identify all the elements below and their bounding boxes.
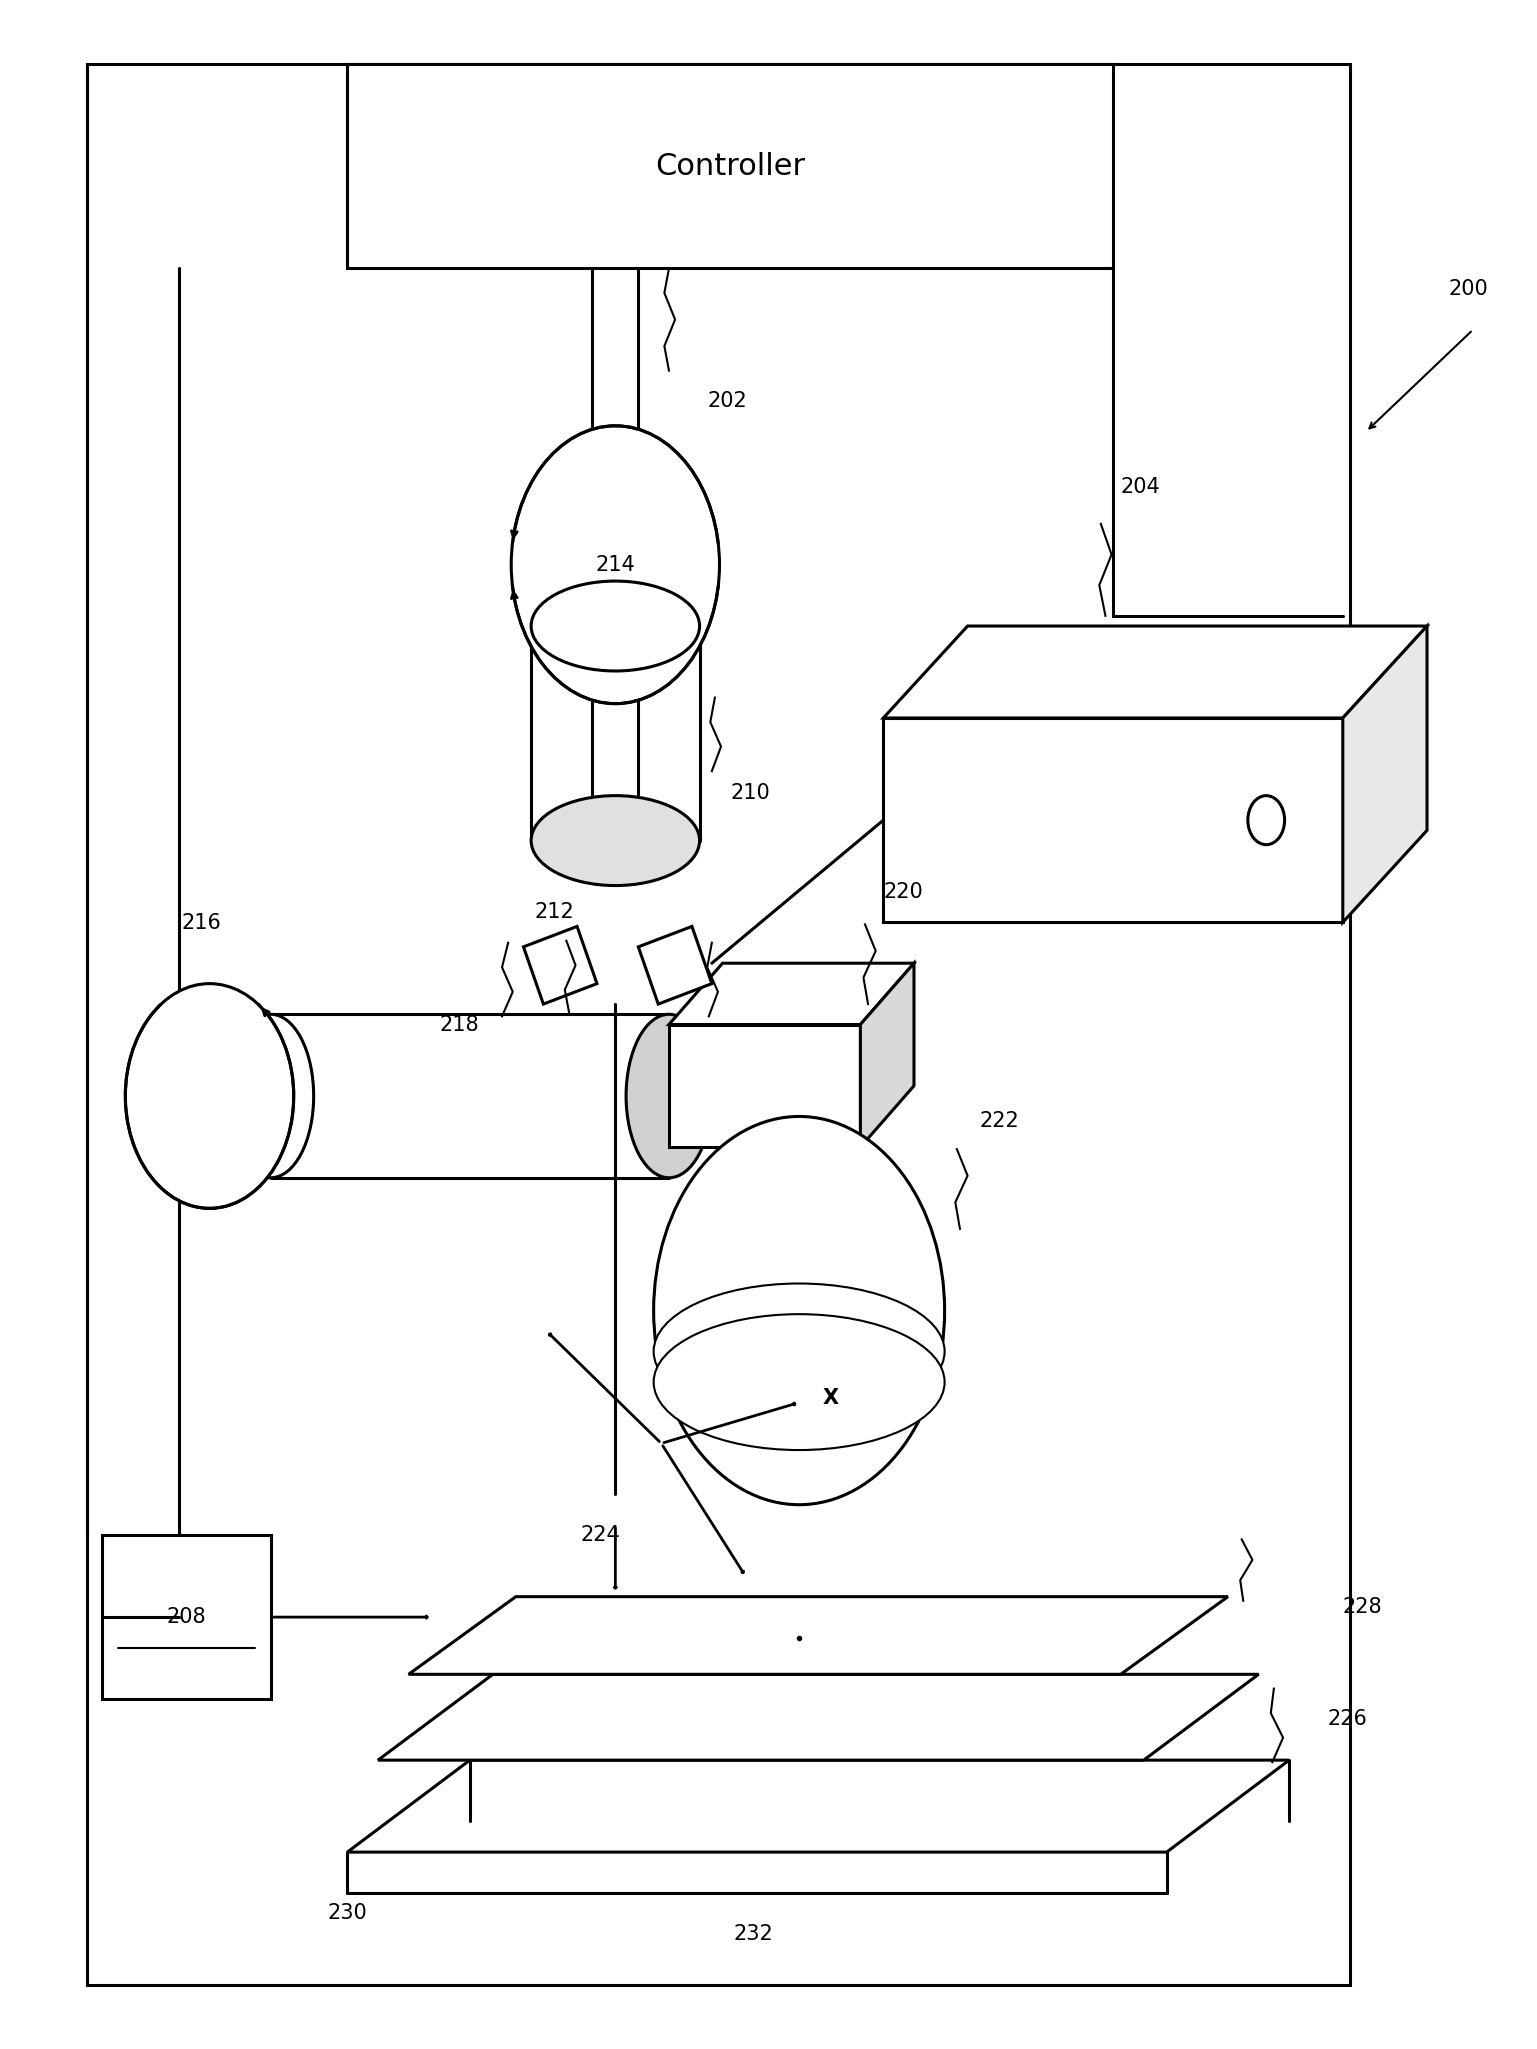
Bar — [103, 1535, 271, 1699]
Text: 204: 204 — [1120, 477, 1160, 498]
Text: 220: 220 — [884, 881, 924, 902]
Text: 216: 216 — [181, 912, 221, 932]
Polygon shape — [861, 963, 915, 1147]
Text: X: X — [822, 1389, 838, 1408]
Text: 228: 228 — [1343, 1596, 1382, 1617]
Ellipse shape — [512, 426, 719, 703]
Text: 202: 202 — [707, 391, 747, 412]
Text: 208: 208 — [166, 1606, 206, 1627]
Text: 214: 214 — [595, 555, 635, 574]
Ellipse shape — [653, 1283, 945, 1420]
Text: 200: 200 — [1448, 279, 1488, 299]
Text: 222: 222 — [981, 1111, 1019, 1131]
Text: 232: 232 — [733, 1924, 773, 1945]
Bar — [347, 64, 1113, 268]
Text: 210: 210 — [730, 783, 770, 803]
Ellipse shape — [126, 984, 294, 1209]
Text: 224: 224 — [579, 1524, 619, 1545]
Text: Y: Y — [761, 1596, 776, 1617]
Bar — [669, 1024, 861, 1147]
Polygon shape — [347, 1760, 1290, 1852]
Ellipse shape — [626, 1014, 712, 1178]
Text: Controller: Controller — [655, 152, 805, 180]
Text: 218: 218 — [440, 1014, 480, 1035]
Text: 226: 226 — [1328, 1709, 1368, 1729]
Polygon shape — [638, 926, 712, 1004]
Bar — [884, 717, 1343, 922]
Bar — [88, 64, 1351, 1985]
Polygon shape — [669, 963, 915, 1024]
Ellipse shape — [653, 1117, 945, 1504]
Polygon shape — [884, 627, 1426, 717]
Polygon shape — [409, 1596, 1228, 1674]
Polygon shape — [1343, 627, 1426, 922]
Polygon shape — [524, 926, 596, 1004]
Ellipse shape — [227, 1014, 314, 1178]
Ellipse shape — [653, 1313, 945, 1451]
Text: 206: 206 — [730, 1014, 770, 1035]
Text: 230: 230 — [327, 1904, 367, 1924]
Ellipse shape — [532, 795, 699, 885]
Ellipse shape — [532, 582, 699, 670]
Polygon shape — [378, 1674, 1259, 1760]
Text: 212: 212 — [535, 902, 573, 922]
